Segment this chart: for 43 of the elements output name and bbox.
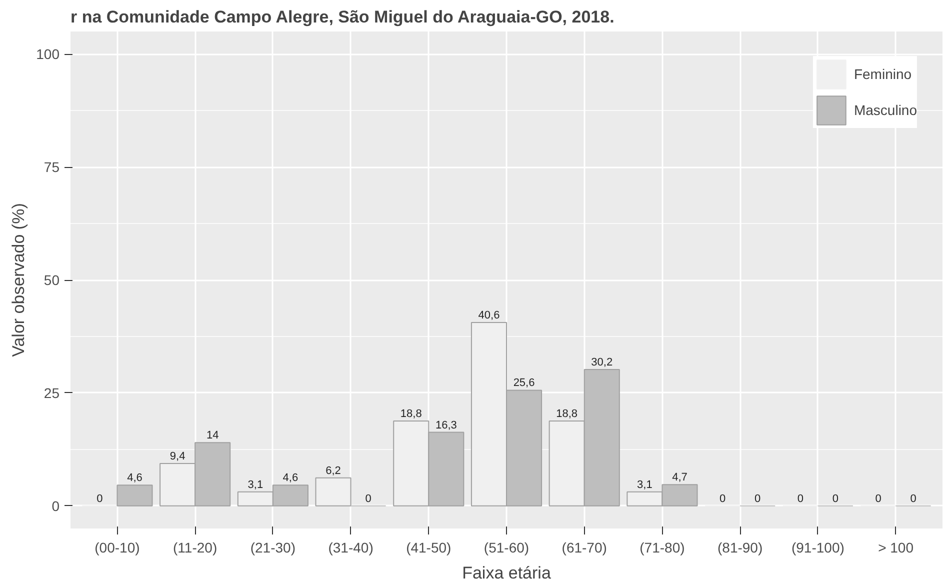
x-tick-label: (00-10)	[94, 540, 140, 556]
legend-label: Masculino	[854, 102, 917, 118]
data-label: 40,6	[478, 309, 500, 322]
y-tick-label: 50	[44, 272, 60, 288]
legend-label: Feminino	[854, 66, 912, 82]
data-label: 0	[96, 492, 103, 505]
y-tick-label: 75	[44, 159, 60, 176]
data-label: 3,1	[637, 478, 652, 491]
data-label: 4,6	[282, 472, 298, 484]
data-label: 30,2	[591, 356, 613, 368]
x-tick-label: (81-90)	[718, 540, 763, 556]
y-tick-label: 0	[52, 498, 60, 514]
data-label: 18,8	[400, 408, 422, 420]
y-axis-title: Valor observado (%)	[9, 203, 28, 357]
y-tick-label: 100	[36, 46, 60, 62]
data-label: 0	[365, 492, 372, 505]
data-label: 0	[832, 492, 839, 505]
x-tick-label: (51-60)	[484, 540, 530, 556]
data-label: 3,1	[248, 478, 264, 491]
data-label: 9,4	[170, 450, 186, 462]
data-label: 0	[719, 492, 726, 505]
data-label: 6,2	[326, 464, 341, 477]
data-label: 14	[206, 430, 219, 442]
chart-title: r na Comunidade Campo Alegre, São Miguel do Araguaia-GO, 2018.	[70, 8, 614, 26]
data-label: 4,7	[672, 472, 688, 484]
data-label: 18,8	[556, 408, 578, 420]
x-tick-label: (91-100)	[791, 540, 844, 556]
x-tick-label: (21-30)	[250, 540, 296, 556]
x-tick-label: (11-20)	[173, 540, 218, 556]
x-tick-label: (31-40)	[328, 540, 374, 556]
data-label: 25,6	[513, 377, 535, 390]
x-tick-label: > 100	[878, 540, 914, 556]
data-label: 0	[797, 492, 804, 505]
data-label: 4,6	[127, 472, 142, 484]
x-tick-label: (61-70)	[562, 540, 607, 556]
data-label: 0	[875, 492, 882, 505]
y-tick-label: 25	[44, 384, 60, 401]
x-tick-label: (41-50)	[406, 540, 452, 556]
x-tick-label: (71-80)	[640, 540, 685, 556]
data-label: 16,3	[435, 419, 457, 432]
x-axis-title: Faixa etária	[462, 564, 552, 582]
data-label: 0	[754, 492, 761, 505]
data-label: 0	[910, 492, 916, 505]
